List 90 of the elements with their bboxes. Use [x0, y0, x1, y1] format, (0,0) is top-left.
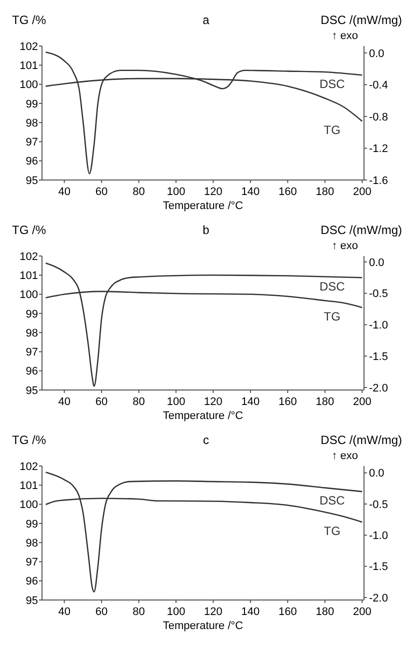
- x-tick-label: 40: [58, 606, 70, 618]
- y-tick-label: 98: [26, 117, 38, 130]
- y-tick-label: 98: [26, 537, 38, 550]
- x-tick-label: 120: [204, 186, 222, 198]
- x-tick-label: 40: [58, 186, 70, 198]
- y-tick-label: 102: [20, 460, 38, 473]
- x-axis-title: Temperature /°C: [162, 410, 244, 422]
- y-tick-label: 99: [26, 98, 38, 110]
- y2-tick-label: -1.5: [369, 350, 388, 363]
- x-tick-label: 160: [278, 186, 297, 198]
- x-tick-label: 200: [352, 186, 372, 198]
- series-label: TG: [324, 524, 340, 538]
- x-tick-label: 140: [241, 186, 260, 198]
- series-label: TG: [324, 123, 340, 138]
- y2-tick-label: -1.0: [369, 530, 388, 542]
- x-axis-title: Temperature /°C: [162, 200, 244, 212]
- y2-tick-label: -1.6: [369, 174, 388, 187]
- y2-tick-label: -2.0: [369, 382, 388, 394]
- y-tick-label: 102: [20, 250, 38, 263]
- line-series: [45, 472, 363, 593]
- line-series: [45, 262, 363, 387]
- y-axis-title: TG /%: [12, 13, 46, 27]
- x-tick-label: 100: [166, 606, 186, 618]
- x-tick-label: 120: [204, 396, 222, 408]
- x-tick-label: 120: [204, 606, 222, 618]
- y-tick-label: 97: [26, 136, 38, 149]
- x-tick-label: 160: [278, 606, 297, 618]
- x-tick-label: 200: [352, 396, 372, 408]
- y-tick-label: 97: [26, 556, 38, 569]
- x-tick-label: 60: [95, 606, 108, 618]
- y2-tick-label: 0.0: [369, 256, 384, 269]
- x-tick-label: 180: [316, 606, 334, 618]
- y2-tick-label: 0.0: [369, 48, 384, 60]
- y-tick-label: 101: [20, 60, 38, 72]
- y2-tick-label: -0.8: [369, 111, 388, 124]
- y-tick-label: 99: [26, 518, 38, 530]
- x-tick-label: 140: [241, 396, 260, 408]
- x-tick-label: 200: [352, 606, 372, 618]
- y-tick-label: 96: [26, 576, 38, 588]
- series-label: DSC: [319, 77, 346, 92]
- y-tick-label: 95: [26, 384, 38, 397]
- y-tick-label: 96: [26, 156, 38, 168]
- series-label: TG: [324, 309, 340, 324]
- y2-tick-label: -1.5: [369, 561, 388, 574]
- y-tick-label: 98: [26, 327, 38, 340]
- x-tick-label: 40: [58, 396, 70, 408]
- x-tick-label: 180: [316, 186, 334, 198]
- x-axis-title: Temperature /°C: [162, 620, 244, 632]
- chart-title: a: [202, 13, 210, 27]
- x-tick-label: 80: [132, 186, 145, 198]
- series-label: DSC: [319, 494, 346, 508]
- y-axis-title: TG /%: [12, 433, 46, 447]
- chart-title: b: [202, 223, 210, 237]
- y2-tick-label: -0.5: [369, 288, 388, 300]
- x-tick-label: 80: [132, 396, 145, 408]
- y2-axis-title: DSC /(mW/mg): [320, 13, 402, 27]
- y-tick-label: 101: [20, 270, 38, 282]
- y-tick-label: 101: [20, 480, 38, 492]
- y-tick-label: 97: [26, 346, 38, 359]
- y-tick-label: 100: [20, 499, 38, 512]
- text: ↑ exo: [332, 30, 358, 42]
- y-tick-label: 100: [20, 289, 38, 302]
- y2-tick-label: -2.0: [369, 592, 388, 604]
- x-tick-label: 100: [166, 186, 186, 198]
- y2-axis-title: DSC /(mW/mg): [320, 223, 402, 237]
- y-tick-label: 99: [26, 308, 38, 320]
- chart-title: c: [203, 433, 209, 447]
- y-tick-label: 95: [26, 174, 38, 187]
- x-tick-label: 180: [316, 396, 334, 408]
- y-tick-label: 95: [26, 594, 38, 607]
- y-axis-title: TG /%: [12, 223, 46, 237]
- y2-axis-title: DSC /(mW/mg): [320, 433, 402, 447]
- y2-tick-label: -1.0: [369, 320, 388, 332]
- text: ↑ exo: [332, 450, 358, 462]
- y2-tick-label: -0.5: [369, 498, 388, 511]
- x-tick-label: 100: [166, 396, 186, 408]
- x-tick-label: 160: [278, 396, 297, 408]
- line-series: [45, 51, 363, 174]
- x-tick-label: 80: [132, 606, 145, 618]
- y-tick-label: 102: [20, 40, 38, 53]
- y-tick-label: 96: [26, 366, 38, 378]
- x-tick-label: 140: [241, 606, 260, 618]
- x-tick-label: 60: [95, 186, 108, 198]
- y2-tick-label: -0.4: [369, 80, 388, 92]
- y2-tick-label: -1.2: [369, 143, 388, 156]
- y-tick-label: 100: [20, 79, 38, 92]
- series-label: DSC: [319, 280, 346, 294]
- text: ↑ exo: [332, 240, 358, 252]
- x-tick-label: 60: [95, 396, 108, 408]
- y2-tick-label: 0.0: [369, 468, 384, 480]
